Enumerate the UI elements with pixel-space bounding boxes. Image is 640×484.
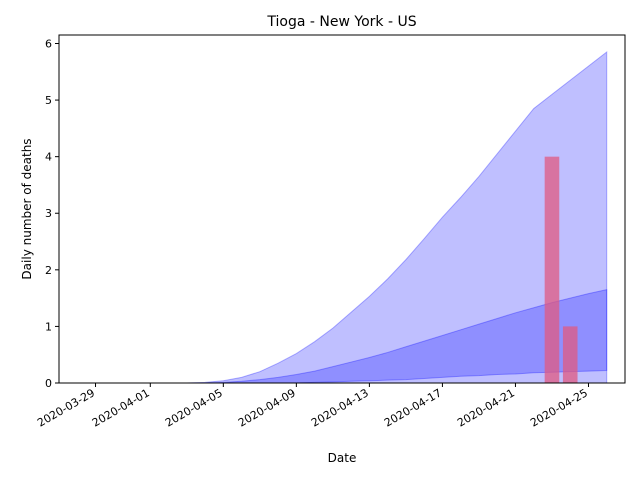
y-tick-label: 5 (45, 94, 52, 107)
x-tick-label: 2020-04-05 (163, 386, 225, 429)
x-tick-label: 2020-04-13 (309, 386, 371, 429)
x-tick-label: 2020-04-25 (528, 386, 590, 429)
y-axis-label: Daily number of deaths (20, 138, 34, 279)
plot-frame (58, 34, 626, 384)
x-tick-label: 2020-04-01 (90, 386, 152, 429)
x-axis-label: Date (328, 451, 357, 465)
plot-bars (544, 156, 578, 383)
y-axis: 0 1 2 3 4 5 6 (45, 37, 59, 390)
x-tick-label: 2020-04-09 (236, 386, 298, 429)
y-tick-label: 2 (45, 264, 52, 277)
y-tick-label: 4 (45, 151, 52, 164)
chart-title: Tioga - New York - US (266, 14, 416, 30)
y-tick-label: 3 (45, 207, 52, 220)
x-tick-label: 2020-03-29 (35, 386, 97, 429)
y-tick-label: 0 (45, 377, 52, 390)
bar-2020-04-23 (544, 156, 560, 383)
x-tick-label: 2020-04-21 (455, 386, 517, 429)
plot-bands (95, 50, 608, 384)
y-tick-label: 1 (45, 320, 52, 333)
x-tick-label: 2020-04-17 (382, 386, 444, 429)
y-tick-label: 6 (45, 37, 52, 50)
bar-2020-04-24 (562, 326, 578, 383)
